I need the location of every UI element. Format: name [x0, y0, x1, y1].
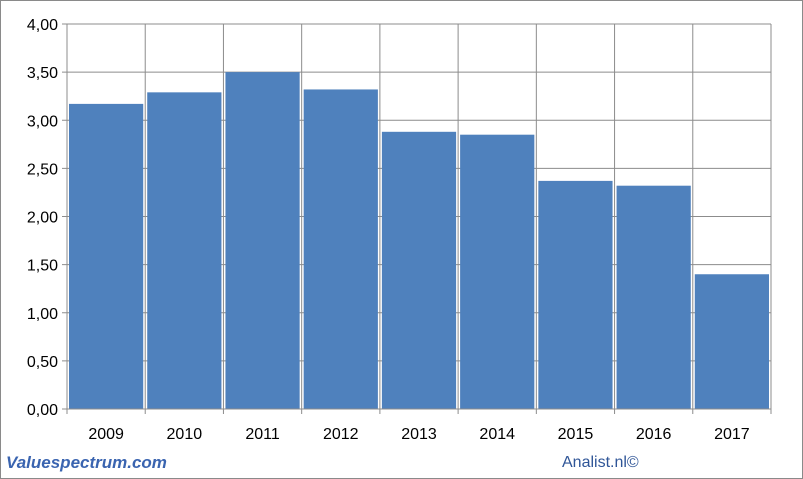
x-tick-label: 2013	[401, 426, 437, 443]
x-tick-label: 2011	[245, 426, 280, 443]
x-tick-label: 2014	[479, 426, 515, 443]
x-tick-label: 2012	[323, 426, 359, 443]
bar-2010	[147, 92, 222, 410]
x-tick-label: 2009	[88, 426, 124, 443]
x-tick-label: 2015	[558, 426, 594, 443]
bar-2017	[694, 274, 769, 409]
y-tick-labels: 0,00 0,50 1,00 1,50 2,00 2,50 3,00 3,50 4,00	[27, 17, 58, 419]
x-tick-label: 2016	[636, 426, 672, 443]
source-watermark-left: Valuespectrum.com	[6, 453, 167, 472]
bar-2013	[381, 131, 457, 410]
bar-2011	[225, 72, 300, 409]
y-tick-label: 1,50	[27, 258, 58, 275]
bar-2016	[616, 185, 691, 409]
axes-layer	[66, 24, 771, 410]
y-tick-label: 4,00	[27, 17, 58, 34]
y-tick-label: 0,50	[27, 354, 58, 371]
y-tick-label: 3,00	[27, 113, 58, 130]
bar-2012	[303, 89, 378, 409]
y-tick-label: 3,50	[27, 65, 58, 82]
x-tick-label: 2010	[167, 426, 203, 443]
y-tick-label: 0,00	[27, 402, 58, 419]
y-tick-label: 1,00	[27, 306, 58, 323]
x-tick-labels: 2009 2010 2011 2012 2013 2014 2015 2016 2017	[88, 426, 749, 443]
bar-2009	[69, 103, 144, 409]
y-tick-label: 2,00	[27, 210, 58, 227]
x-tick-label: 2017	[714, 426, 750, 443]
bar-2015	[538, 180, 613, 409]
bar-2014	[460, 134, 535, 409]
bars-layer	[69, 72, 769, 410]
source-watermark-right: Analist.nl©	[562, 454, 639, 471]
y-tick-label: 2,50	[27, 161, 58, 178]
